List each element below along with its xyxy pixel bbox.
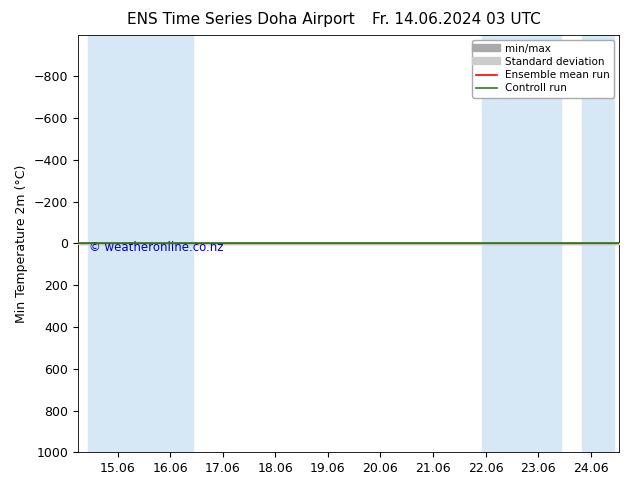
Bar <box>88 35 193 452</box>
Text: ENS Time Series Doha Airport: ENS Time Series Doha Airport <box>127 12 355 27</box>
Y-axis label: Min Temperature 2m (°C): Min Temperature 2m (°C) <box>15 164 28 322</box>
Bar <box>582 35 614 452</box>
Bar <box>482 35 561 452</box>
Text: Fr. 14.06.2024 03 UTC: Fr. 14.06.2024 03 UTC <box>372 12 541 27</box>
Legend: min/max, Standard deviation, Ensemble mean run, Controll run: min/max, Standard deviation, Ensemble me… <box>472 40 614 98</box>
Text: © weatheronline.co.nz: © weatheronline.co.nz <box>89 242 223 254</box>
